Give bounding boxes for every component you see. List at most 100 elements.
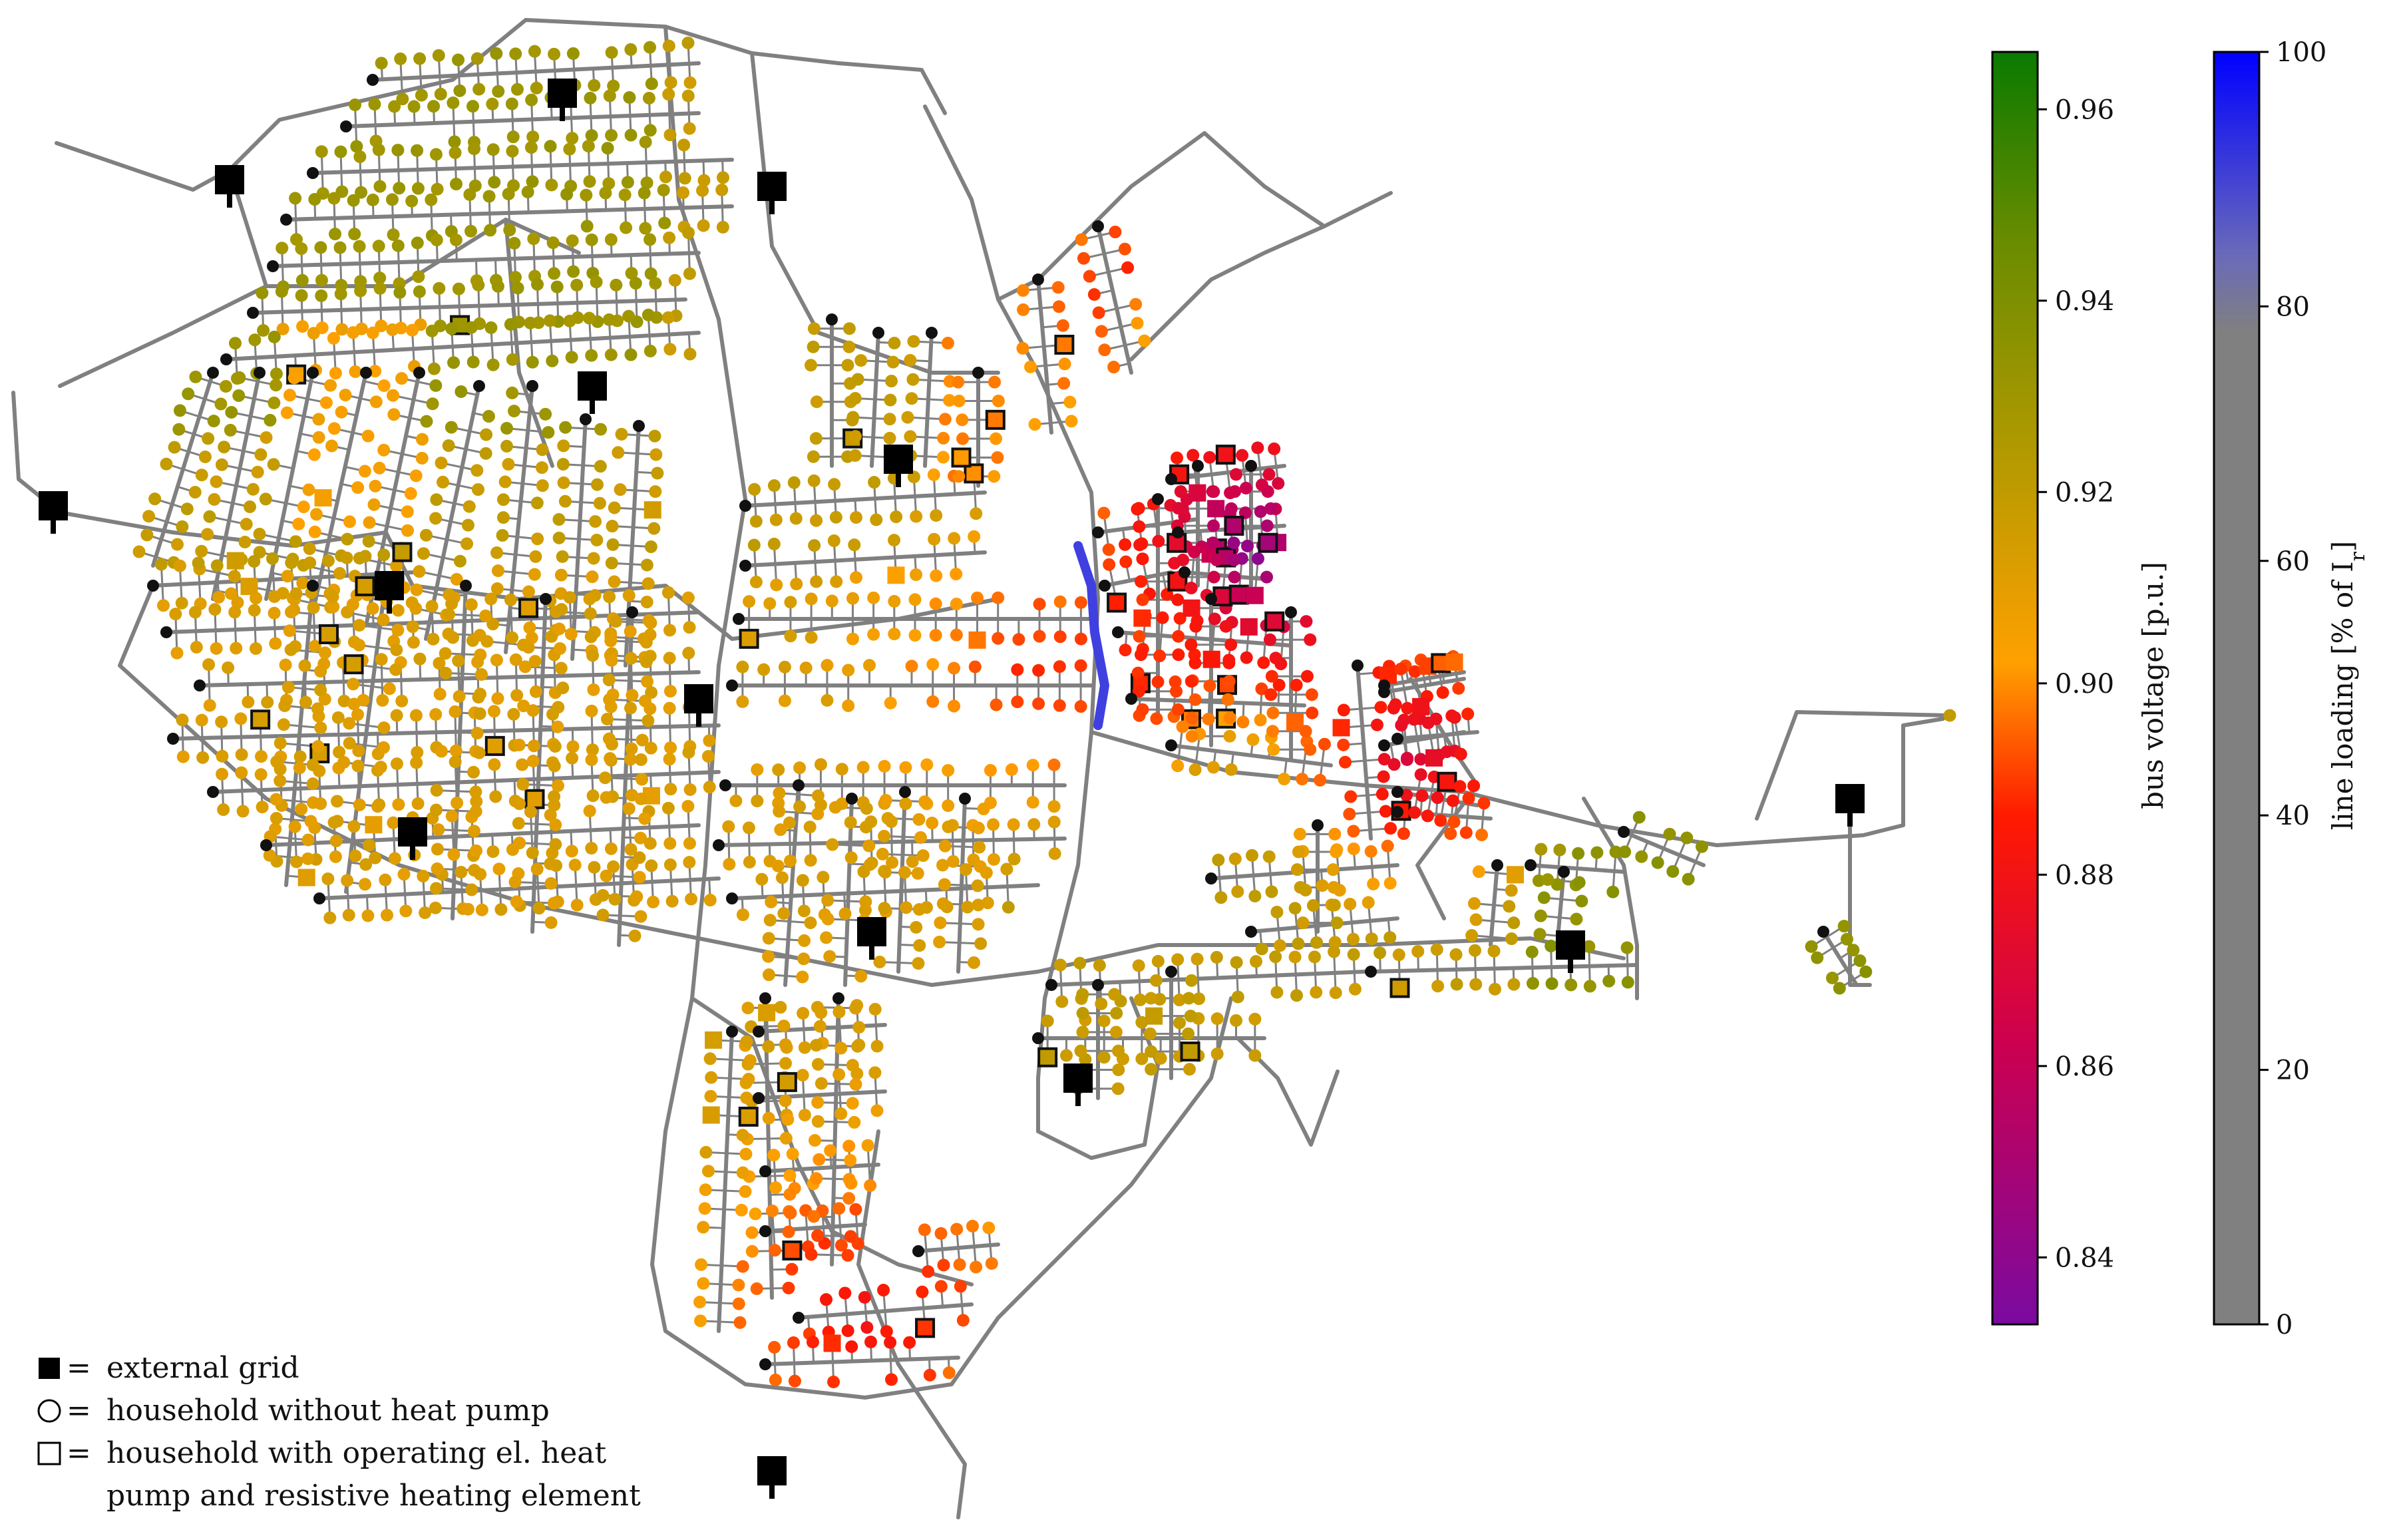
loading-colorbar-label: line loading [% of Ir] <box>2326 541 2370 831</box>
cable-line <box>717 1030 734 1333</box>
household-node <box>268 590 281 604</box>
household-node <box>475 668 488 681</box>
household-node <box>566 740 580 753</box>
household-node <box>933 936 946 949</box>
legend-equals-1: = <box>67 1351 91 1385</box>
household-node <box>629 277 642 290</box>
household-node <box>832 1006 846 1019</box>
household-node <box>331 711 345 724</box>
household-node <box>488 176 501 189</box>
household-node <box>366 602 379 615</box>
household-node <box>390 709 403 722</box>
household-heat-pump-node <box>643 501 661 519</box>
household-node <box>354 275 367 288</box>
household-node <box>1314 773 1327 787</box>
household-node <box>1328 945 1341 958</box>
household-node <box>605 46 618 59</box>
household-node <box>1348 982 1362 996</box>
household-node <box>1318 737 1331 751</box>
household-node <box>819 1293 832 1306</box>
household-node <box>806 1336 819 1349</box>
household-node <box>504 593 517 606</box>
cable-line <box>55 18 947 192</box>
household-node <box>821 894 834 907</box>
household-node <box>469 844 482 857</box>
household-node <box>828 801 842 814</box>
household-node <box>210 475 223 488</box>
household-node <box>870 1040 884 1053</box>
household-node <box>1112 1063 1125 1076</box>
household-node <box>297 500 310 514</box>
household-node <box>411 746 424 759</box>
household-node <box>910 920 923 934</box>
household-node <box>877 1284 890 1297</box>
household-heat-pump-node <box>518 598 539 618</box>
household-node <box>1207 761 1220 774</box>
household-node <box>430 234 443 247</box>
household-node <box>810 514 823 527</box>
household-node <box>321 554 335 568</box>
junction-node <box>926 327 938 339</box>
household-node <box>1448 711 1461 724</box>
household-node <box>1414 768 1427 781</box>
household-node <box>663 343 677 356</box>
household-node <box>373 180 387 193</box>
household-node <box>807 340 820 353</box>
household-node <box>470 795 483 808</box>
junction-node <box>340 120 352 132</box>
household-node <box>639 222 652 235</box>
household-node <box>824 1144 837 1157</box>
household-node <box>585 233 598 246</box>
household-node <box>1107 361 1121 374</box>
household-node <box>1296 916 1310 930</box>
household-node <box>455 866 468 879</box>
household-node <box>642 714 655 727</box>
household-node <box>1384 822 1397 835</box>
household-node <box>606 520 619 533</box>
household-node <box>589 515 602 528</box>
household-node <box>250 592 263 605</box>
household-node <box>1129 297 1143 311</box>
household-node <box>1189 656 1202 670</box>
household-node <box>176 520 189 533</box>
household-node <box>859 821 872 834</box>
household-node <box>366 193 379 206</box>
household-node <box>603 693 616 706</box>
household-node <box>826 838 839 851</box>
household-node <box>203 510 216 523</box>
household-node <box>432 823 445 837</box>
household-node <box>449 705 462 718</box>
household-node <box>500 421 514 435</box>
household-node <box>347 194 360 207</box>
household-node <box>567 265 580 278</box>
household-node <box>1526 977 1539 990</box>
household-node <box>683 621 696 634</box>
household-node <box>347 697 361 711</box>
household-node <box>173 404 186 417</box>
household-node <box>175 596 188 610</box>
household-node <box>1572 876 1586 889</box>
household-node <box>212 590 226 604</box>
household-node <box>848 430 862 443</box>
household-node <box>278 699 291 713</box>
household-node <box>341 532 354 546</box>
household-node <box>526 846 539 859</box>
household-node <box>1248 1049 1262 1062</box>
household-node <box>431 843 445 856</box>
household-node <box>346 598 359 611</box>
household-node <box>359 550 372 563</box>
household-node <box>376 693 389 707</box>
household-node <box>844 851 858 865</box>
external-grid-node <box>398 817 427 847</box>
household-node <box>391 239 405 252</box>
household-node <box>337 694 351 707</box>
household-node <box>1230 956 1243 969</box>
household-node <box>817 870 830 884</box>
household-node <box>643 41 657 54</box>
household-node <box>936 451 950 464</box>
household-node <box>425 193 438 206</box>
cable-line <box>896 790 907 974</box>
household-node <box>498 475 512 488</box>
household-node <box>1304 743 1317 756</box>
household-heat-pump-node <box>1506 866 1524 884</box>
